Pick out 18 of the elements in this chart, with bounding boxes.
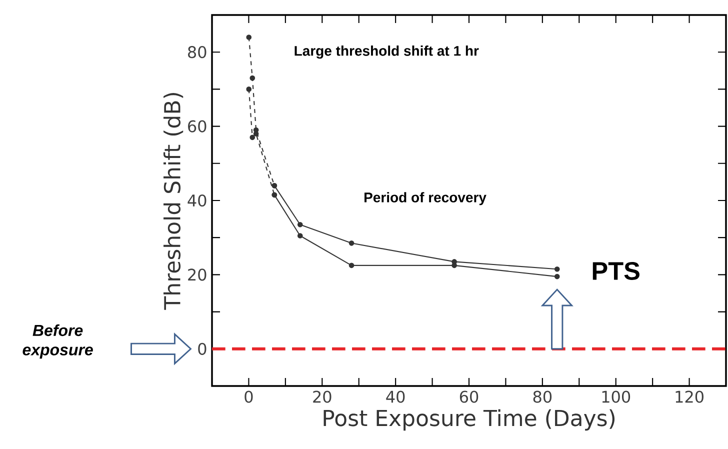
y-tick-label: 0 [198,342,206,355]
y-tick-label: 80 [188,46,206,58]
y-axis-title: Threshold Shift (dB) [164,93,184,310]
text: Before exposure [22,324,93,359]
y-tick-label: 60 [188,120,206,132]
y-tick-label: 20 [188,268,206,281]
annotation: PTS [592,262,640,280]
x-tick-label: 100 [602,390,630,403]
annotation: Period of recovery [364,192,486,206]
y-tick-label: 40 [188,194,206,207]
x-tick-label: 0 [244,390,253,403]
x-axis-title: Post Exposure Time (Days) [324,409,614,431]
x-tick-label: 120 [676,390,704,403]
annotation: Large threshold shift at 1 hr [294,46,479,59]
x-tick-label: 60 [460,390,478,403]
x-tick-label: 20 [313,390,332,403]
x-tick-label: 80 [533,390,552,403]
x-tick-label: 40 [386,390,405,403]
